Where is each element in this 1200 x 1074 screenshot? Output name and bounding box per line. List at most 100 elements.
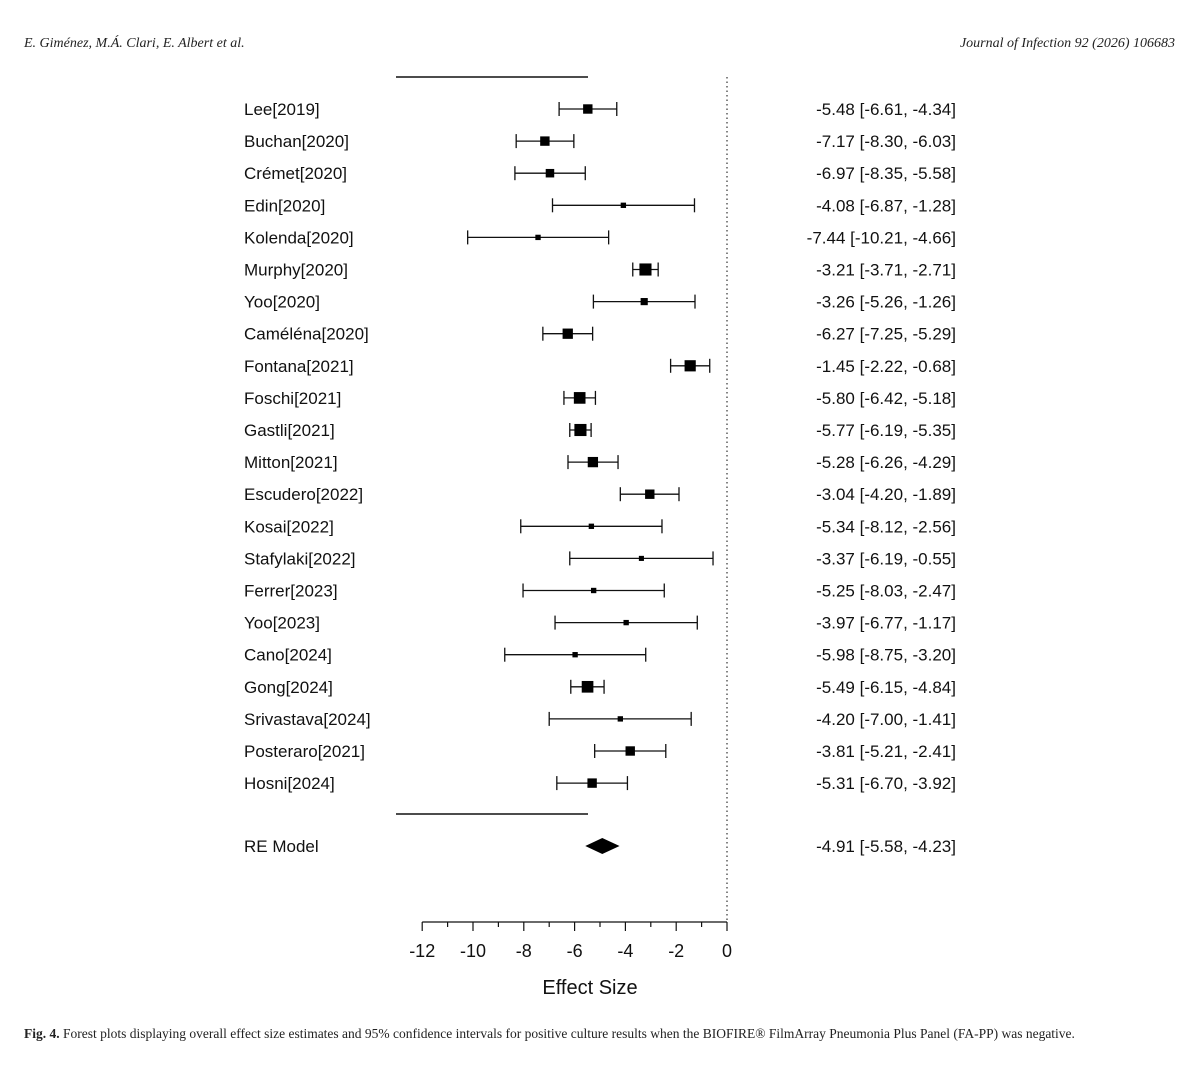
point-estimate bbox=[587, 456, 599, 468]
study-row: Escudero[2022] -3.04 [-4.20, -1.89] bbox=[244, 485, 956, 504]
summary-row: RE Model -4.91 [-5.58, -4.23] bbox=[244, 837, 956, 856]
estimate-label: -4.20 [-7.00, -1.41] bbox=[816, 710, 956, 729]
study-label: Ferrer[2023] bbox=[244, 582, 338, 601]
point-estimate bbox=[540, 136, 550, 146]
estimate-label: -3.21 [-3.71, -2.71] bbox=[816, 261, 956, 280]
study-row: Srivastava[2024] -4.20 [-7.00, -1.41] bbox=[244, 710, 956, 729]
point-estimate bbox=[581, 680, 594, 693]
estimate-label: -5.48 [-6.61, -4.34] bbox=[816, 100, 956, 119]
study-row: Cano[2024] -5.98 [-8.75, -3.20] bbox=[244, 646, 956, 665]
study-row: Lee[2019] -5.48 [-6.61, -4.34] bbox=[244, 100, 956, 119]
study-row: Kolenda[2020] -7.44 [-10.21, -4.66] bbox=[244, 228, 956, 247]
x-tick-label: -2 bbox=[668, 941, 684, 961]
point-estimate bbox=[617, 716, 623, 722]
point-estimate bbox=[620, 202, 627, 208]
estimate-label: -5.98 [-8.75, -3.20] bbox=[816, 646, 956, 665]
x-tick-label: -8 bbox=[516, 941, 532, 961]
study-row: Stafylaki[2022] -3.37 [-6.19, -0.55] bbox=[244, 549, 956, 568]
point-estimate bbox=[623, 619, 629, 626]
study-label: Edin[2020] bbox=[244, 196, 325, 215]
study-label: Buchan[2020] bbox=[244, 132, 349, 151]
study-label: Mitton[2021] bbox=[244, 453, 338, 472]
study-row: Foschi[2021] -5.80 [-6.42, -5.18] bbox=[244, 389, 956, 408]
point-estimate bbox=[588, 523, 595, 529]
study-label: Cano[2024] bbox=[244, 646, 332, 665]
x-axis: -12 -10 -8 -6 -4 -2 0 bbox=[409, 921, 732, 961]
study-label: Posteraro[2021] bbox=[244, 742, 365, 761]
point-estimate bbox=[545, 168, 555, 178]
study-row: Gong[2024] -5.49 [-6.15, -4.84] bbox=[244, 678, 956, 697]
study-row: Buchan[2020] -7.17 [-8.30, -6.03] bbox=[244, 132, 956, 151]
study-row: Hosni[2024] -5.31 [-6.70, -3.92] bbox=[244, 774, 956, 793]
point-estimate bbox=[640, 298, 648, 306]
point-estimate bbox=[583, 104, 593, 114]
point-estimate bbox=[573, 392, 586, 404]
point-estimate bbox=[639, 263, 652, 276]
estimate-label: -1.45 [-2.22, -0.68] bbox=[816, 357, 956, 376]
point-estimate bbox=[587, 778, 597, 788]
estimate-label: -5.31 [-6.70, -3.92] bbox=[816, 774, 956, 793]
study-row: Crémet[2020] -6.97 [-8.35, -5.58] bbox=[244, 164, 956, 183]
estimate-label: -3.26 [-5.26, -1.26] bbox=[816, 293, 956, 312]
point-estimate bbox=[684, 360, 696, 372]
point-estimate bbox=[645, 489, 655, 499]
caption-text: Forest plots displaying overall effect s… bbox=[63, 1026, 1075, 1041]
estimate-label: -6.97 [-8.35, -5.58] bbox=[816, 164, 956, 183]
estimate-label: -3.81 [-5.21, -2.41] bbox=[816, 742, 956, 761]
estimate-label: -7.17 [-8.30, -6.03] bbox=[816, 132, 956, 151]
point-estimate bbox=[574, 423, 587, 437]
study-label: Kolenda[2020] bbox=[244, 228, 354, 247]
study-row: Fontana[2021] -1.45 [-2.22, -0.68] bbox=[244, 357, 956, 376]
estimate-label: -5.25 [-8.03, -2.47] bbox=[816, 582, 956, 601]
summary-label: RE Model bbox=[244, 837, 319, 856]
estimate-label: -5.80 [-6.42, -5.18] bbox=[816, 389, 956, 408]
study-label: Stafylaki[2022] bbox=[244, 549, 356, 568]
summary-diamond bbox=[585, 838, 620, 854]
study-label: Crémet[2020] bbox=[244, 164, 347, 183]
study-row: Yoo[2023] -3.97 [-6.77, -1.17] bbox=[244, 614, 956, 633]
study-row: Yoo[2020] -3.26 [-5.26, -1.26] bbox=[244, 293, 956, 312]
estimate-label: -7.44 [-10.21, -4.66] bbox=[807, 228, 956, 247]
estimate-label: -3.97 [-6.77, -1.17] bbox=[816, 614, 956, 633]
estimate-label: -5.28 [-6.26, -4.29] bbox=[816, 453, 956, 472]
running-head-authors: E. Giménez, M.Á. Clari, E. Albert et al. bbox=[24, 36, 245, 51]
estimate-label: -4.08 [-6.87, -1.28] bbox=[816, 196, 956, 215]
point-estimate bbox=[590, 587, 597, 594]
study-row: Mitton[2021] -5.28 [-6.26, -4.29] bbox=[244, 453, 956, 472]
x-axis-title: Effect Size bbox=[542, 977, 637, 999]
x-tick-label: 0 bbox=[722, 941, 732, 961]
forest-plot: Lee[2019] -5.48 [-6.61, -4.34] Buchan[2020… bbox=[244, 76, 956, 999]
point-estimate bbox=[535, 234, 541, 241]
study-row: Gastli[2021] -5.77 [-6.19, -5.35] bbox=[244, 421, 956, 440]
study-label: Foschi[2021] bbox=[244, 389, 341, 408]
running-head-journal: Journal of Infection 92 (2026) 106683 bbox=[959, 36, 1175, 51]
point-estimate bbox=[562, 328, 573, 339]
study-label: Hosni[2024] bbox=[244, 774, 335, 793]
study-label: Srivastava[2024] bbox=[244, 710, 371, 729]
estimate-label: -6.27 [-7.25, -5.29] bbox=[816, 325, 956, 344]
x-tick-label: -10 bbox=[460, 941, 486, 961]
point-estimate bbox=[625, 746, 635, 756]
point-estimate bbox=[572, 652, 578, 658]
estimate-label: -3.04 [-4.20, -1.89] bbox=[816, 485, 956, 504]
study-label: Caméléna[2020] bbox=[244, 325, 369, 344]
study-rows: Lee[2019] -5.48 [-6.61, -4.34] Buchan[2020… bbox=[244, 100, 956, 793]
study-label: Murphy[2020] bbox=[244, 261, 348, 280]
caption-label: Fig. 4. bbox=[24, 1026, 60, 1041]
study-row: Ferrer[2023] -5.25 [-8.03, -2.47] bbox=[244, 582, 956, 601]
estimate-label: -5.77 [-6.19, -5.35] bbox=[816, 421, 956, 440]
point-estimate bbox=[638, 555, 644, 561]
study-label: Yoo[2020] bbox=[244, 293, 320, 312]
study-row: Edin[2020] -4.08 [-6.87, -1.28] bbox=[244, 196, 956, 215]
estimate-label: -5.49 [-6.15, -4.84] bbox=[816, 678, 956, 697]
study-row: Kosai[2022] -5.34 [-8.12, -2.56] bbox=[244, 517, 956, 536]
x-tick-label: -4 bbox=[617, 941, 633, 961]
estimate-label: -3.37 [-6.19, -0.55] bbox=[816, 549, 956, 568]
study-label: Gastli[2021] bbox=[244, 421, 335, 440]
summary-estimate-label: -4.91 [-5.58, -4.23] bbox=[816, 837, 956, 856]
figure-caption: Fig. 4. Forest plots displaying overall … bbox=[24, 1024, 1174, 1043]
x-tick-label: -6 bbox=[567, 941, 583, 961]
study-label: Gong[2024] bbox=[244, 678, 333, 697]
study-row: Caméléna[2020] -6.27 [-7.25, -5.29] bbox=[244, 325, 956, 344]
study-label: Kosai[2022] bbox=[244, 517, 334, 536]
